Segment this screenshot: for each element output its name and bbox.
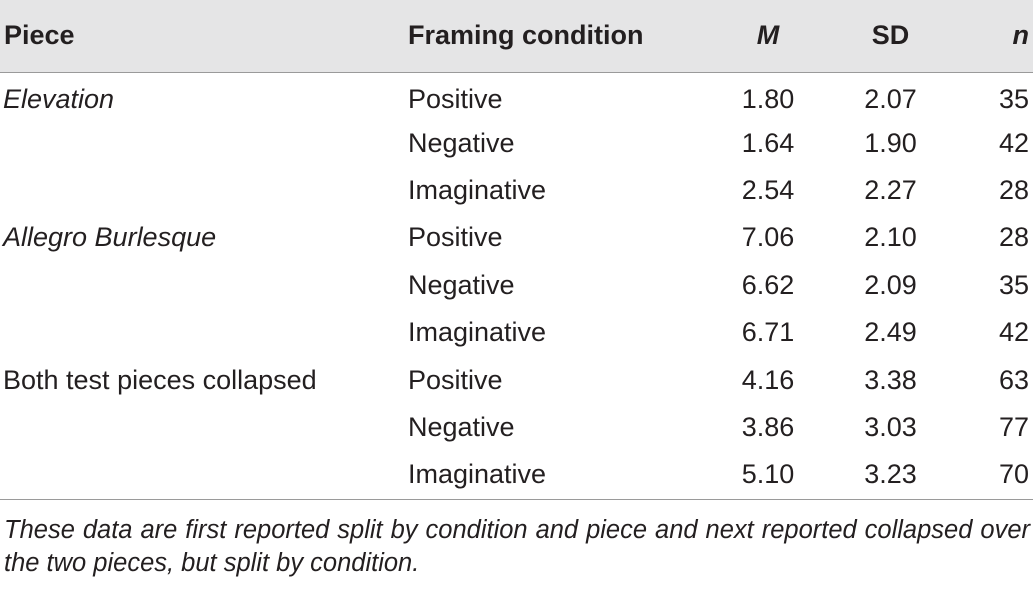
table-row: Imaginative 5.10 3.23 70 [0, 451, 1033, 498]
cell-condition: Imaginative [408, 174, 547, 205]
header-sd: SD [828, 0, 953, 73]
cell-condition: Imaginative [408, 317, 547, 348]
data-table: Piece Framing condition M SD n Elevation… [0, 0, 1033, 499]
cell-piece: Elevation [3, 84, 115, 115]
table-row: Imaginative 6.71 2.49 42 [0, 309, 1033, 356]
cell-condition: Positive [408, 364, 503, 395]
cell-condition: Negative [408, 127, 515, 158]
cell-n: 35 [998, 84, 1029, 115]
cell-piece [0, 262, 408, 309]
cell-sd: 2.07 [864, 84, 917, 115]
cell-sd: 3.23 [864, 459, 917, 490]
cell-condition: Positive [408, 84, 503, 115]
table-row: Negative 6.62 2.09 35 [0, 262, 1033, 309]
cell-mean: 4.16 [741, 364, 795, 395]
cell-sd: 2.27 [864, 174, 917, 205]
cell-piece [0, 119, 408, 166]
cell-n: 42 [998, 127, 1029, 158]
cell-mean: 6.71 [741, 317, 795, 348]
header-piece: Piece [0, 0, 408, 73]
table-body: Elevation Positive 1.80 2.07 35 Negative… [0, 72, 1033, 499]
cell-mean: 3.86 [741, 411, 795, 442]
cell-mean: 6.62 [741, 269, 795, 300]
table-row: Negative 1.64 1.90 42 [0, 119, 1033, 166]
cell-sd: 3.03 [864, 411, 917, 442]
cell-piece [0, 309, 408, 356]
cell-condition: Negative [408, 269, 515, 300]
header-mean: M [708, 0, 828, 73]
cell-piece: Both test pieces collapsed [3, 364, 317, 395]
cell-n: 28 [998, 222, 1029, 253]
cell-sd: 2.49 [864, 317, 917, 348]
table-footnote: These data are first reported split by c… [4, 515, 1030, 577]
cell-mean: 1.64 [741, 127, 795, 158]
cell-piece: Allegro Burlesque [3, 222, 217, 253]
cell-sd: 3.38 [864, 364, 917, 395]
table-row: Allegro Burlesque Positive 7.06 2.10 28 [0, 214, 1033, 261]
cell-sd: 1.90 [864, 127, 917, 158]
cell-sd: 2.09 [864, 269, 917, 300]
header-row: Piece Framing condition M SD n [0, 0, 1033, 73]
cell-condition: Imaginative [408, 459, 547, 490]
cell-n: 28 [998, 174, 1029, 205]
cell-mean: 5.10 [741, 459, 795, 490]
cell-sd: 2.10 [864, 222, 917, 253]
cell-condition: Positive [408, 222, 503, 253]
cell-piece [0, 404, 408, 451]
table-row: Negative 3.86 3.03 77 [0, 404, 1033, 451]
header-n: n [953, 0, 1033, 73]
cell-n: 63 [998, 364, 1029, 395]
table-row: Both test pieces collapsed Positive 4.16… [0, 356, 1033, 403]
cell-condition: Negative [408, 411, 515, 442]
table-header: Piece Framing condition M SD n [0, 0, 1033, 73]
cell-n: 70 [998, 459, 1029, 490]
cell-piece [0, 167, 408, 214]
cell-n: 35 [998, 269, 1029, 300]
cell-n: 77 [998, 411, 1029, 442]
cell-n: 42 [998, 317, 1029, 348]
cell-mean: 1.80 [741, 84, 795, 115]
data-table-container: Piece Framing condition M SD n Elevation… [0, 0, 1033, 577]
cell-piece [0, 451, 408, 498]
header-framing-condition: Framing condition [408, 0, 708, 73]
cell-mean: 7.06 [741, 222, 795, 253]
table-row: Imaginative 2.54 2.27 28 [0, 167, 1033, 214]
table-bottom-rule [0, 498, 1033, 500]
cell-mean: 2.54 [741, 174, 795, 205]
table-row: Elevation Positive 1.80 2.07 35 [0, 72, 1033, 119]
